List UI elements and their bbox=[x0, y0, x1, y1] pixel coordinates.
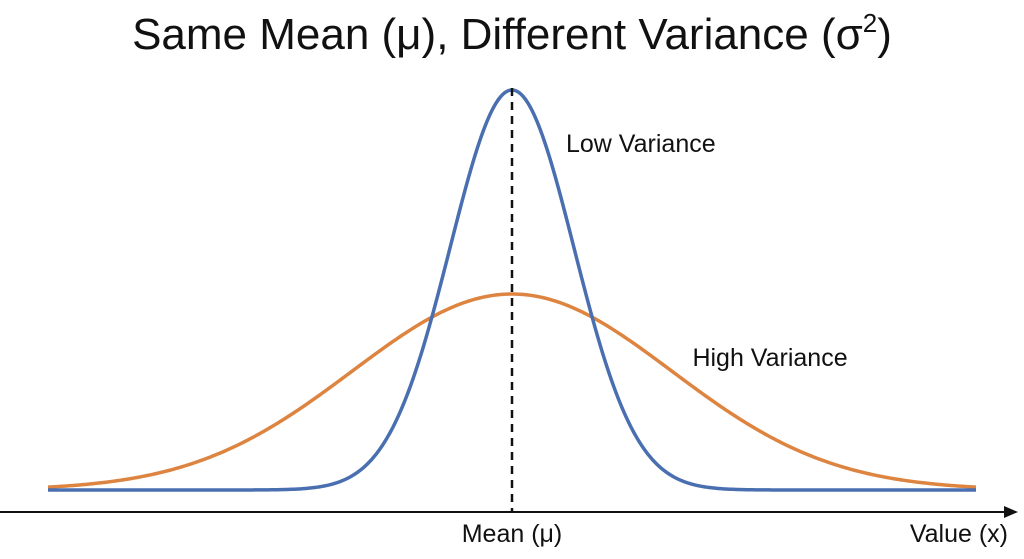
mean-tick-label: Mean (μ) bbox=[462, 520, 563, 548]
series-label-high-variance: High Variance bbox=[692, 344, 847, 372]
chart-title-text: Same Mean (μ), Different Variance (σ2) bbox=[132, 8, 892, 59]
series-line-high-variance bbox=[47, 292, 977, 489]
chart-title: Same Mean (μ), Different Variance (σ2) bbox=[0, 8, 1024, 60]
x-axis-label: Value (x) bbox=[910, 520, 1008, 548]
series-label-low-variance: Low Variance bbox=[566, 130, 716, 158]
